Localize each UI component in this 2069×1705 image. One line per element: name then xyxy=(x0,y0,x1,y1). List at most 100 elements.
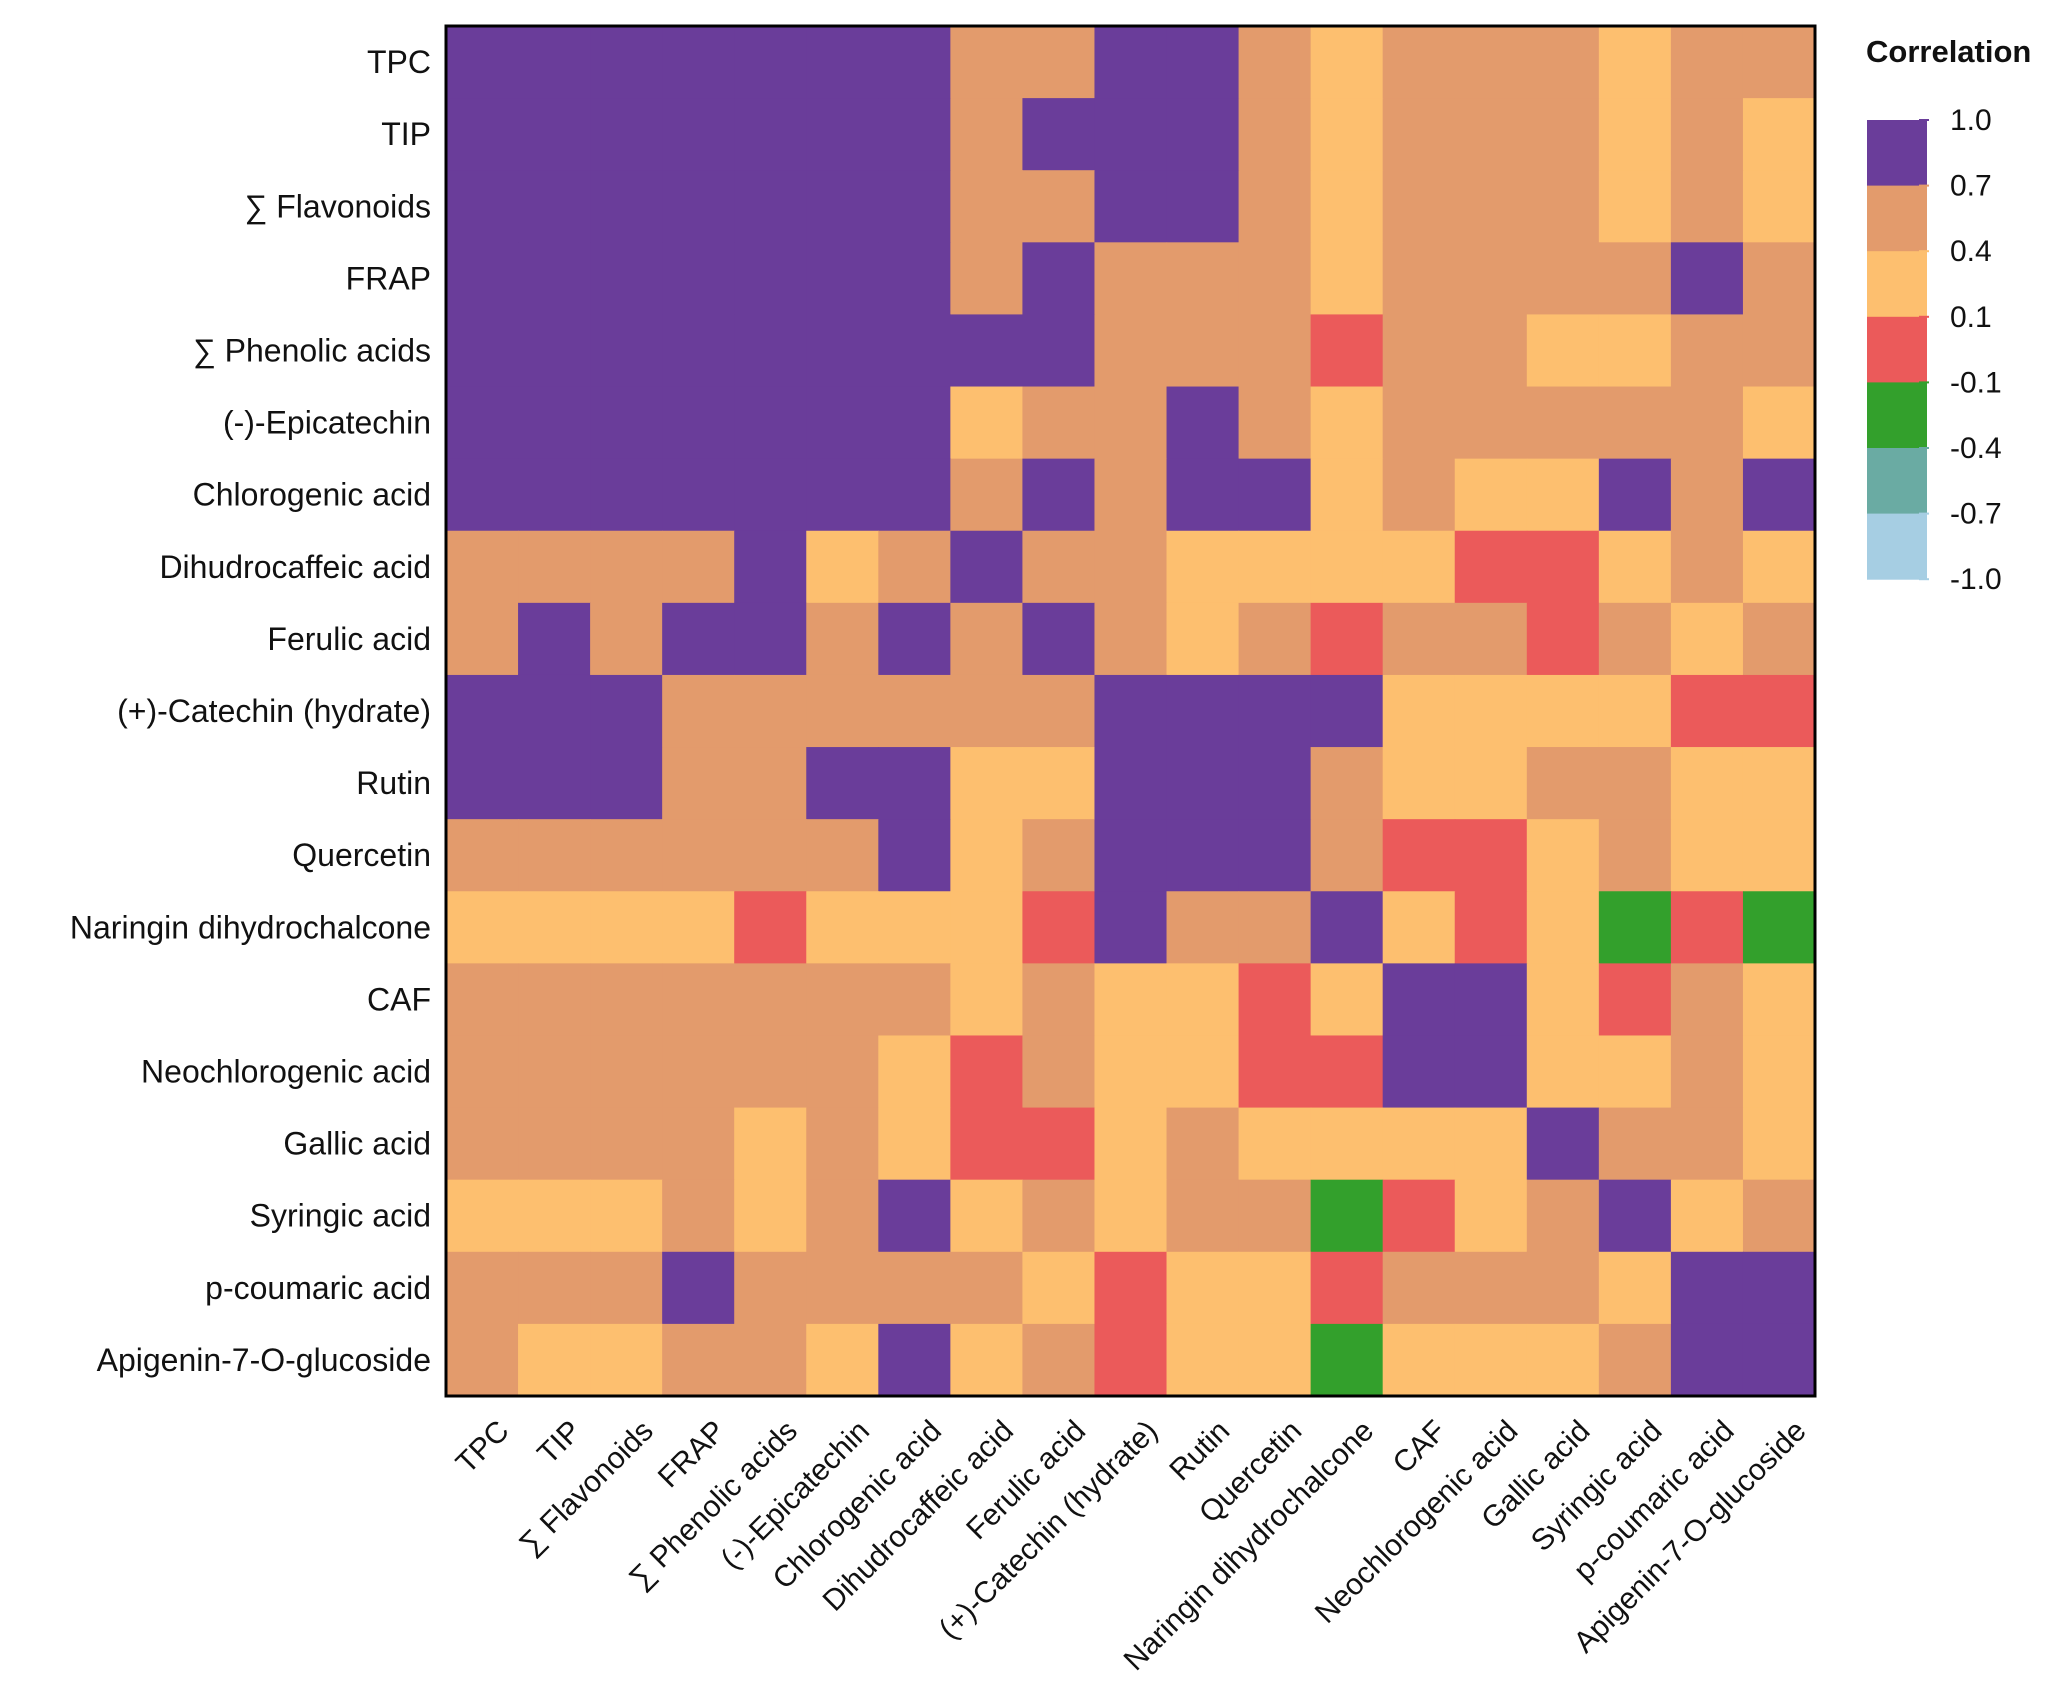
heatmap-cell xyxy=(1670,1251,1744,1325)
heatmap-cell xyxy=(734,891,807,964)
heatmap-cell xyxy=(1094,891,1168,964)
heatmap-cell xyxy=(806,1107,879,1181)
row-tick-label: Rutin xyxy=(356,765,431,801)
heatmap-cell xyxy=(1238,314,1312,388)
heatmap-cell xyxy=(806,602,879,676)
column-tick-label: TIP xyxy=(531,1414,587,1470)
heatmap-cell xyxy=(1238,386,1312,460)
heatmap-cell xyxy=(1742,98,1816,171)
heatmap-cell xyxy=(1022,530,1096,604)
row-tick-label: FRAP xyxy=(346,260,431,296)
heatmap-cell xyxy=(1310,386,1384,460)
heatmap-cell xyxy=(590,1323,663,1397)
heatmap-cell xyxy=(950,386,1024,460)
heatmap-cell xyxy=(1382,26,1456,99)
heatmap-cell xyxy=(878,891,951,964)
heatmap-cell xyxy=(590,170,663,243)
heatmap-cell xyxy=(950,747,1024,820)
heatmap-cell xyxy=(1670,458,1744,532)
heatmap-cell xyxy=(590,98,663,171)
heatmap-cell xyxy=(1454,1035,1528,1109)
heatmap-cell xyxy=(734,314,807,388)
legend-color-bin xyxy=(1867,251,1927,318)
heatmap-cell xyxy=(590,314,663,388)
row-tick-label: TIP xyxy=(381,116,431,152)
legend-tick-label: -0.4 xyxy=(1950,432,2002,465)
heatmap-cell xyxy=(950,26,1024,99)
heatmap-cell xyxy=(1166,458,1240,532)
heatmap-cell xyxy=(1310,891,1384,964)
heatmap-cell xyxy=(1670,891,1744,964)
heatmap-cell xyxy=(446,674,519,748)
heatmap-cell xyxy=(878,314,951,388)
heatmap-cell xyxy=(1166,819,1240,892)
heatmap-cell xyxy=(1310,963,1384,1037)
heatmap-cell xyxy=(1166,963,1240,1037)
heatmap-cell xyxy=(878,98,951,171)
heatmap-cell xyxy=(806,26,879,99)
heatmap-cell xyxy=(734,386,807,460)
heatmap-cell xyxy=(1598,674,1672,748)
row-tick-label: Chlorogenic acid xyxy=(193,477,431,513)
heatmap-cell xyxy=(446,602,519,676)
legend-color-bin xyxy=(1867,513,1927,580)
heatmap-cell xyxy=(950,1107,1024,1181)
heatmap-cell xyxy=(662,891,735,964)
heatmap-cell xyxy=(1094,602,1168,676)
heatmap-cell xyxy=(446,747,519,820)
heatmap-cell xyxy=(590,458,663,532)
heatmap-cell xyxy=(1526,819,1600,892)
heatmap-cell xyxy=(1094,1251,1168,1325)
heatmap-cell xyxy=(1022,314,1096,388)
heatmap-cell xyxy=(1382,1107,1456,1181)
heatmap-cell xyxy=(1598,819,1672,892)
heatmap-cell xyxy=(1598,530,1672,604)
heatmap-cell xyxy=(1238,602,1312,676)
heatmap-cell xyxy=(518,26,591,99)
heatmap-cell xyxy=(878,386,951,460)
heatmap-cell xyxy=(1238,747,1312,820)
heatmap-cell xyxy=(1310,602,1384,676)
row-tick-label: Apigenin-7-O-glucoside xyxy=(97,1342,431,1378)
heatmap-cell xyxy=(1526,747,1600,820)
heatmap-cell xyxy=(1094,386,1168,460)
heatmap-cell xyxy=(518,1179,591,1253)
heatmap-cell xyxy=(1022,747,1096,820)
legend-color-bin xyxy=(1867,185,1927,252)
heatmap-cell xyxy=(1022,602,1096,676)
heatmap-cell xyxy=(1310,1251,1384,1325)
heatmap-cell xyxy=(662,530,735,604)
heatmap-cell xyxy=(1310,26,1384,99)
heatmap-cell xyxy=(1238,891,1312,964)
heatmap-cell xyxy=(1742,170,1816,243)
row-tick-label: ∑ Phenolic acids xyxy=(193,332,431,368)
heatmap-cells xyxy=(446,26,1816,1397)
heatmap-cell xyxy=(1094,963,1168,1037)
heatmap-cell xyxy=(1598,386,1672,460)
heatmap-cell xyxy=(1382,602,1456,676)
heatmap-cell xyxy=(662,1107,735,1181)
heatmap-cell xyxy=(446,1323,519,1397)
heatmap-cell xyxy=(1310,530,1384,604)
heatmap-cell xyxy=(662,1179,735,1253)
heatmap-cell xyxy=(1166,386,1240,460)
heatmap-cell xyxy=(1238,674,1312,748)
heatmap-cell xyxy=(1670,314,1744,388)
heatmap-cell xyxy=(1166,98,1240,171)
heatmap-cell xyxy=(1382,819,1456,892)
heatmap-cell xyxy=(446,530,519,604)
heatmap-cell xyxy=(1598,458,1672,532)
column-tick-label: CAF xyxy=(1387,1414,1453,1480)
heatmap-cell xyxy=(590,602,663,676)
heatmap-cell xyxy=(1598,98,1672,171)
row-tick-label: Naringin dihydrochalcone xyxy=(70,909,431,945)
heatmap-cell xyxy=(518,1107,591,1181)
heatmap-cell xyxy=(1742,819,1816,892)
heatmap-cell xyxy=(1670,26,1744,99)
heatmap-cell xyxy=(1742,1251,1816,1325)
heatmap-cell xyxy=(1022,1251,1096,1325)
heatmap-cell xyxy=(734,602,807,676)
legend-tick-label: 0.1 xyxy=(1950,301,1992,334)
heatmap-cell xyxy=(590,963,663,1037)
heatmap-cell xyxy=(518,170,591,243)
